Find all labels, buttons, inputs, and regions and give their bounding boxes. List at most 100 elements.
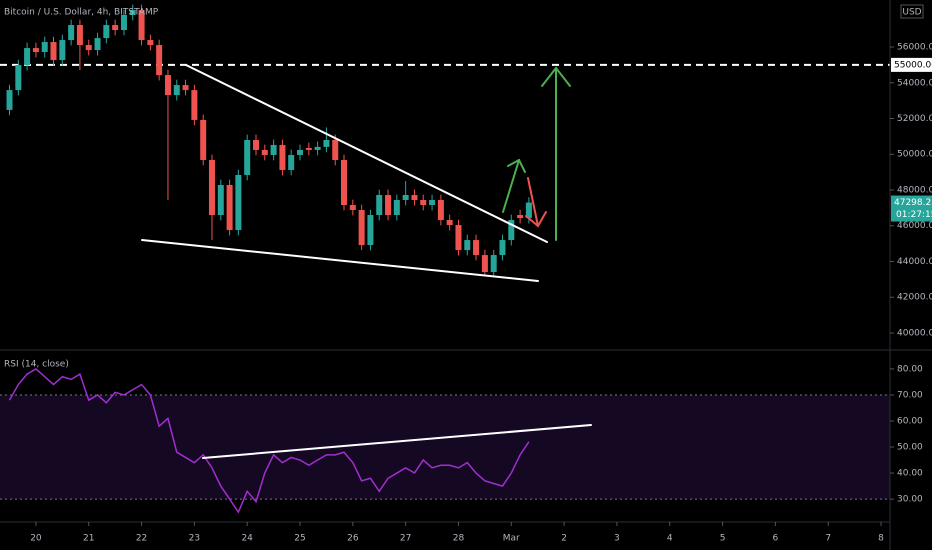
y-tick-label: 80.00 xyxy=(897,364,923,374)
x-tick-label: 20 xyxy=(30,534,42,544)
candle-body xyxy=(6,90,13,110)
trendline xyxy=(185,64,548,243)
candle-body xyxy=(59,40,66,61)
x-tick-label: 22 xyxy=(136,534,147,544)
x-tick-label: 21 xyxy=(83,534,94,544)
y-tick-label: 44000.00 xyxy=(897,257,932,267)
candle-body xyxy=(464,240,471,251)
y-tick-label: 56000.00 xyxy=(897,43,932,53)
candle-body xyxy=(481,255,488,273)
candle-body xyxy=(208,159,215,216)
candle-body xyxy=(85,45,92,51)
candle-body xyxy=(191,90,198,120)
candle-body xyxy=(305,147,312,150)
currency-box xyxy=(900,4,924,19)
candle-body xyxy=(261,149,268,155)
candle-body xyxy=(94,38,101,51)
rsi-band xyxy=(0,394,890,500)
candle-body xyxy=(446,220,453,226)
x-tick-label: 4 xyxy=(667,534,673,544)
countdown: 01:27:15 xyxy=(896,210,932,220)
candle-body xyxy=(437,200,444,221)
candle-body xyxy=(385,195,392,216)
candle-body xyxy=(112,25,119,31)
candle-body xyxy=(138,10,145,41)
x-tick-label: 5 xyxy=(720,534,726,544)
candle-body xyxy=(420,200,427,206)
candle-body xyxy=(103,25,110,39)
candle-body xyxy=(473,240,480,256)
candle-body xyxy=(314,146,321,150)
candle-body xyxy=(120,15,127,31)
candle-body xyxy=(341,159,348,206)
candle-body xyxy=(173,85,180,96)
candle-body xyxy=(270,144,277,155)
candle-body xyxy=(200,119,207,160)
candle-body xyxy=(217,184,224,216)
x-tick-label: 7 xyxy=(825,534,831,544)
candle-body xyxy=(41,42,48,53)
candle-body xyxy=(226,184,233,231)
last-price-box xyxy=(891,195,932,222)
candle-body xyxy=(525,202,532,219)
x-tick-label: 28 xyxy=(453,534,465,544)
candle-body xyxy=(288,154,295,170)
y-tick-label: 70.00 xyxy=(897,390,923,400)
arrow-head xyxy=(525,211,547,228)
trendline xyxy=(202,424,592,459)
x-tick-label: 6 xyxy=(773,534,779,544)
candle-body xyxy=(253,139,260,150)
candle-body xyxy=(376,195,383,216)
x-tick-label: 23 xyxy=(189,534,200,544)
x-tick-label: 25 xyxy=(294,534,305,544)
candle-body xyxy=(402,195,409,201)
candle-body xyxy=(244,139,251,175)
candle-body xyxy=(147,40,154,46)
level-label-box xyxy=(891,57,932,72)
y-tick-label: 40.00 xyxy=(897,469,923,479)
candle-body xyxy=(279,144,286,170)
candle-body xyxy=(156,45,163,76)
y-tick-label: 60.00 xyxy=(897,416,923,426)
x-tick-label: 8 xyxy=(878,534,884,544)
candle-body xyxy=(332,139,339,160)
arrow xyxy=(502,159,520,213)
drawings xyxy=(141,64,592,459)
candle-body xyxy=(24,48,31,66)
candle-body xyxy=(358,210,365,246)
candle-body xyxy=(455,225,462,251)
arrow xyxy=(527,177,539,227)
x-tick-label: 26 xyxy=(347,534,359,544)
y-tick-label: 30.00 xyxy=(897,495,923,505)
y-tick-label: 42000.00 xyxy=(897,293,932,303)
y-tick-label: 52000.00 xyxy=(897,114,932,124)
indicator-title: RSI (14, close) xyxy=(4,360,69,370)
candle-body xyxy=(182,85,189,91)
candle-body xyxy=(323,139,330,147)
y-tick-label: 48000.00 xyxy=(897,185,932,195)
x-tick-label: 24 xyxy=(241,534,253,544)
level-label: 55000.00 xyxy=(894,60,932,70)
y-tick-label: 54000.00 xyxy=(897,78,932,88)
currency: USD xyxy=(902,8,921,18)
y-tick-label: 46000.00 xyxy=(897,221,932,231)
x-tick-label: 2 xyxy=(561,534,567,544)
candle-body xyxy=(297,149,304,155)
x-tick-label: Mar xyxy=(503,534,520,544)
candle-body xyxy=(76,25,83,46)
candle-body xyxy=(367,215,374,246)
candle-body xyxy=(349,205,356,211)
candle-body xyxy=(490,255,497,273)
candle-body xyxy=(50,42,57,61)
candle-body xyxy=(517,215,524,219)
candle-body xyxy=(164,75,171,96)
candle-body xyxy=(15,65,22,91)
candle-body xyxy=(235,174,242,231)
y-tick-label: 40000.00 xyxy=(897,328,932,338)
candle-body xyxy=(393,200,400,216)
x-tick-label: 3 xyxy=(614,534,620,544)
plot xyxy=(0,4,890,514)
arrow-head xyxy=(507,158,526,173)
trendline xyxy=(141,239,539,282)
